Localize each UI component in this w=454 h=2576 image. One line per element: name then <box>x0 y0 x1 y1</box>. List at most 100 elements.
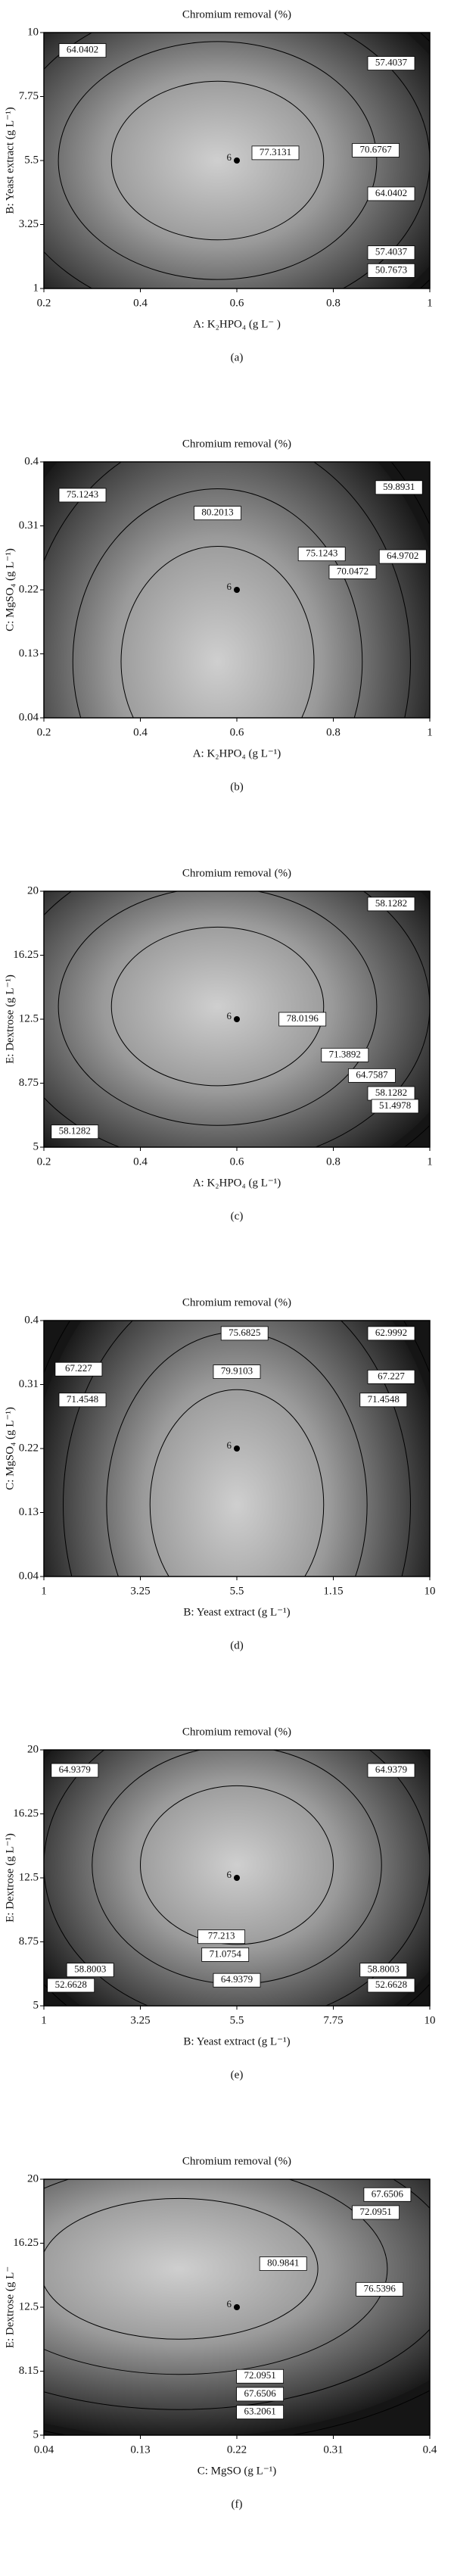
x-tick-label: 0.22 <box>227 2443 247 2456</box>
x-tick-label: 0.04 <box>34 2443 54 2456</box>
contour-label-box <box>356 2281 404 2297</box>
x-tick-label: 0.8 <box>326 1155 340 1168</box>
x-tick-label: 1 <box>427 1155 433 1168</box>
response-surface <box>44 2179 430 2435</box>
panel: Chromium removal (%) 0.2 0.4 0.6 0.8 1 0.04 0.1… <box>4 438 433 793</box>
y-tick-label: 8.75 <box>19 1935 39 1948</box>
center-point-label: 6 <box>227 581 232 592</box>
center-point <box>234 1445 240 1452</box>
y-tick-label: 8.15 <box>19 2365 39 2377</box>
chart-title: Chromium removal (%) <box>182 8 291 20</box>
contour-label: 67.227 <box>378 1370 405 1381</box>
chart-title: Chromium removal (%) <box>182 867 291 879</box>
y-axis-label: E: Dextrose (g L⁻¹) <box>4 1833 16 1923</box>
panel: Chromium removal (%) 0.2 0.4 0.6 0.8 1 1 3.25 5.… <box>4 8 432 363</box>
x-axis-label: A: K₂HPO₄ (g L⁻ ) <box>193 318 281 330</box>
contour-label-box <box>375 480 423 495</box>
contour-label-box <box>47 1978 95 1993</box>
center-point-label: 6 <box>227 151 232 163</box>
contour-label: 67.6506 <box>372 2188 404 2199</box>
contour-label: 58.1282 <box>375 897 407 909</box>
contour-label: 71.4548 <box>368 1393 400 1405</box>
contour-label-box <box>352 2205 400 2220</box>
y-tick-label: 0.13 <box>19 647 39 660</box>
y-tick-label: 5 <box>33 2428 39 2440</box>
x-tick-label: 1 <box>427 726 433 738</box>
x-tick-label: 0.6 <box>230 726 244 738</box>
y-tick-label: 20 <box>27 884 39 897</box>
x-tick-label: 0.31 <box>323 2443 343 2456</box>
contour-label: 64.9379 <box>59 1764 91 1775</box>
y-tick-label: 0.22 <box>19 1442 39 1454</box>
contour-label: 70.0472 <box>337 565 368 576</box>
panel: Chromium removal (%) 1 3.25 5.5 1.15 10 0.04 0.… <box>4 1296 435 1651</box>
x-tick-label: 0.2 <box>37 297 51 309</box>
contour-label: 72.0951 <box>359 2206 391 2217</box>
chart-title: Chromium removal (%) <box>182 438 291 450</box>
y-tick-label: 10 <box>27 26 39 38</box>
contour-label-box <box>220 1326 269 1341</box>
contour-label: 64.7587 <box>356 1068 388 1080</box>
x-tick-label: 0.4 <box>133 297 148 309</box>
contour-label: 58.8003 <box>368 1963 400 1975</box>
contour-label-box <box>197 1929 246 1944</box>
contour-label-box <box>359 1392 408 1408</box>
center-point-label: 6 <box>227 2298 232 2309</box>
y-tick-label: 12.5 <box>19 2300 39 2312</box>
contour-label-box <box>213 1364 261 1379</box>
x-tick-label: 0.13 <box>130 2443 150 2456</box>
chart-title: Chromium removal (%) <box>182 1296 291 1308</box>
x-axis-label: B: Yeast extract (g L⁻¹) <box>183 1606 290 1618</box>
y-tick-label: 20 <box>27 1743 39 1755</box>
contour-line <box>58 891 378 1126</box>
contour-label: 64.9379 <box>375 1764 407 1775</box>
chart-title: Chromium removal (%) <box>182 1726 291 1738</box>
contour-label: 58.8003 <box>74 1963 106 1975</box>
contour-label: 58.1282 <box>375 1087 407 1098</box>
contour-label: 52.6628 <box>55 1979 87 1990</box>
contour-label-box <box>367 897 415 912</box>
contour-line <box>44 2197 319 2340</box>
contour-label-box <box>236 2369 285 2384</box>
contour-label: 59.8931 <box>383 481 415 492</box>
contour-label: 64.9379 <box>221 1973 253 1985</box>
contour-label-box <box>194 506 241 520</box>
contour-label: 67.6506 <box>244 2387 276 2399</box>
contour-label: 76.5396 <box>364 2282 396 2294</box>
contour-label-box <box>348 1068 396 1083</box>
y-tick-label: 0.4 <box>24 1314 39 1326</box>
contour-label-box <box>367 1326 415 1341</box>
contour-label: 63.2061 <box>244 2406 275 2417</box>
y-tick-label: 0.22 <box>19 583 39 595</box>
contour-label-box <box>251 145 300 161</box>
contour-label-box <box>58 488 107 503</box>
contour-line <box>44 462 411 718</box>
x-tick-label: 3.25 <box>130 1585 150 1597</box>
y-tick-label: 16.25 <box>13 2237 39 2249</box>
x-axis-label: A: K₂HPO₄ (g L⁻¹) <box>193 747 281 759</box>
contour-label: 67.227 <box>65 1362 92 1374</box>
response-surface <box>44 1321 430 1576</box>
response-surface <box>44 462 430 718</box>
contour-label: 79.9103 <box>221 1365 253 1377</box>
contour-label-box <box>66 1963 114 1978</box>
center-point <box>234 1016 240 1022</box>
contour-label: 75.1243 <box>306 547 337 559</box>
chart-title: Chromium removal (%) <box>182 2155 291 2167</box>
contour-label-box <box>259 2256 307 2271</box>
contour-label-box <box>58 43 107 58</box>
contour-label: 70.6767 <box>359 143 392 154</box>
caption: (b) <box>230 781 244 793</box>
y-tick-label: 5.5 <box>24 154 39 166</box>
caption: (e) <box>231 2069 244 2081</box>
contour-label-box <box>328 564 377 579</box>
contour-label: 80.2013 <box>201 507 233 518</box>
contour-label-box <box>297 547 346 562</box>
caption: (f) <box>232 2498 243 2510</box>
contour-line <box>44 2179 430 2410</box>
contour-label: 71.0754 <box>210 1948 242 1959</box>
contour-line <box>63 1321 411 1576</box>
x-tick-label: 1 <box>41 2014 47 2026</box>
y-axis-label: C: MgSO₄ (g L⁻¹) <box>4 1407 16 1490</box>
